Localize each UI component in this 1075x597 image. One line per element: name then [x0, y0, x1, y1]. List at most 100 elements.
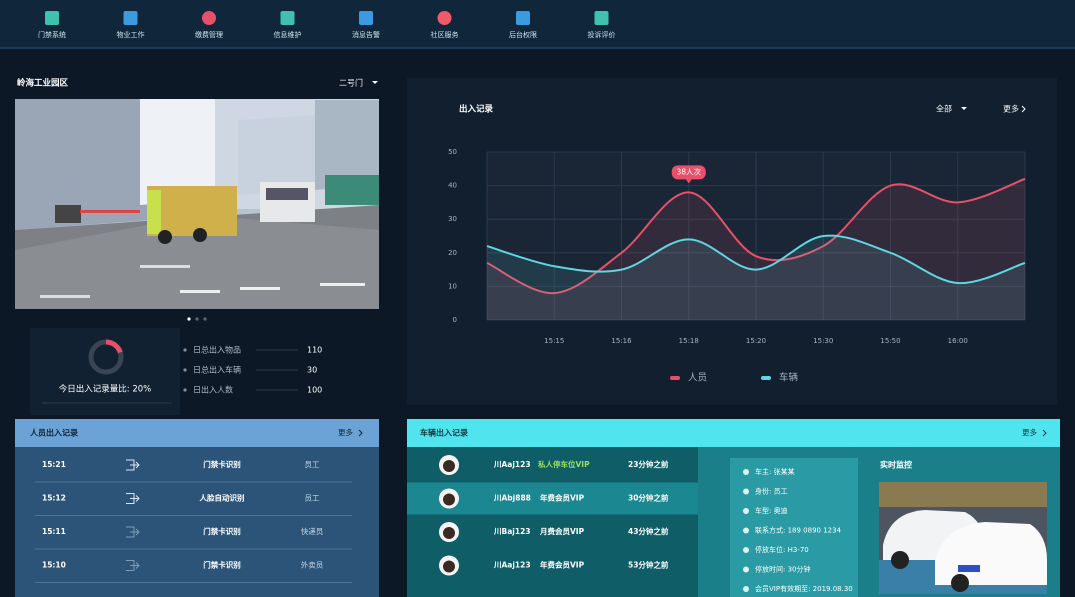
camera-image [15, 99, 379, 309]
detail-line: 会员VIP有效期至: 2019.08.30 [755, 584, 853, 593]
vehicle-detail-card [730, 458, 858, 597]
avatar-face [443, 527, 455, 539]
row-time: 15:11 [42, 527, 66, 536]
x-tick-label: 15:15 [544, 337, 564, 345]
dropdown-arrow[interactable] [961, 107, 967, 110]
row-method: 门禁卡识别 [203, 526, 241, 536]
gate-select[interactable]: 二号门 [339, 78, 363, 88]
row-time: 15:21 [42, 460, 66, 469]
y-tick-label: 40 [448, 182, 457, 190]
nav-icon[interactable] [516, 11, 530, 25]
direction-icon [126, 493, 140, 504]
more-arrow[interactable] [358, 429, 363, 437]
legend-swatch [761, 376, 771, 380]
avatar-face [443, 493, 455, 506]
carousel-dot[interactable] [203, 317, 207, 321]
nav-item[interactable]: 门禁系统 [38, 30, 66, 39]
panel-more[interactable]: 更多 [338, 427, 353, 437]
row-role: 员工 [305, 494, 320, 503]
carousel-dot[interactable] [187, 317, 191, 321]
nav-item[interactable]: 信息维护 [274, 30, 302, 39]
vehicle-type: 月费会员VIP [539, 526, 585, 536]
vehicle-plate: 川Baj123 [493, 527, 531, 536]
y-tick-label: 50 [448, 148, 457, 156]
detail-line: 停放车位: H3-70 [755, 545, 809, 554]
panel-more[interactable]: 更多 [1022, 427, 1038, 437]
nav-icon[interactable] [359, 11, 373, 25]
chart-more[interactable]: 更多 [1003, 104, 1019, 114]
x-tick-label: 15:30 [813, 337, 833, 345]
vehicle-time: 53分钟之前 [628, 560, 669, 570]
row-time: 15:12 [42, 494, 66, 503]
stat-value: 110 [307, 346, 322, 355]
nav-item[interactable]: 消息告警 [352, 30, 380, 39]
nav-icon[interactable] [594, 11, 609, 25]
vehicle-plate: 川Aaj123 [493, 460, 531, 469]
vehicle-time: 23分钟之前 [628, 459, 669, 469]
nav-icon[interactable] [280, 11, 295, 25]
vehicle-plate: 川Aaj123 [493, 561, 531, 570]
row-method: 门禁卡识别 [203, 459, 241, 469]
series-area [487, 235, 1025, 320]
stat-label: 日总出入车辆 [193, 365, 241, 375]
panel-title: 人员出入记录 [30, 428, 78, 438]
people-panel [15, 419, 379, 597]
nav-item[interactable]: 投诉评价 [588, 30, 616, 39]
carousel-dot[interactable] [195, 317, 199, 321]
series-line [486, 234, 1026, 285]
chart-filter[interactable]: 全部 [936, 104, 952, 114]
vehicle-type: 年费会员VIP [540, 493, 585, 503]
vehicle-plate: 川Abj888 [493, 494, 531, 503]
stat-label: 日总出入物品 [193, 345, 241, 355]
y-tick-label: 0 [453, 316, 457, 324]
nav-bar [0, 0, 1075, 48]
legend-label: 车辆 [779, 372, 799, 384]
y-tick-label: 30 [448, 215, 457, 223]
x-tick-label: 16:00 [948, 337, 968, 345]
annotation-pointer [685, 179, 692, 184]
row-method: 门禁卡识别 [203, 560, 241, 570]
stat-dot [183, 368, 187, 372]
dropdown-arrow[interactable] [372, 81, 378, 84]
detail-icon [743, 586, 749, 592]
x-tick-label: 15:50 [880, 337, 900, 345]
nav-icon[interactable] [123, 11, 138, 25]
stat-dot [183, 348, 187, 352]
chart-title: 出入记录 [459, 104, 494, 115]
stat-value: 100 [307, 386, 322, 395]
legend-swatch [670, 376, 680, 380]
direction-icon [126, 459, 140, 471]
detail-line: 联系方式: 189 0890 1234 [755, 526, 842, 535]
nav-icon[interactable] [45, 11, 59, 25]
vehicle-time: 43分钟之前 [628, 526, 669, 536]
nav-item[interactable]: 物业工作 [117, 30, 145, 39]
panel-title: 车辆出入记录 [420, 428, 468, 438]
legend-label: 人员 [688, 373, 707, 384]
monitor-image [879, 482, 1047, 594]
x-tick-label: 15:18 [679, 337, 699, 345]
x-tick-label: 15:20 [746, 337, 766, 345]
more-arrow[interactable] [1021, 105, 1026, 113]
vehicle-type: 年费会员VIP [540, 560, 585, 570]
x-tick-label: 15:16 [611, 337, 632, 345]
ratio-label: 今日出入记录量比: 20% [59, 384, 151, 395]
nav-icon[interactable] [437, 11, 452, 25]
detail-icon [743, 566, 749, 573]
nav-item[interactable]: 社区服务 [431, 30, 459, 39]
more-arrow[interactable] [1042, 429, 1047, 437]
detail-line: 身份: 员工 [755, 487, 788, 496]
annotation: 38人次 [676, 166, 701, 176]
nav-item[interactable]: 缴费管理 [195, 30, 223, 39]
row-method: 人脸自动识别 [200, 493, 245, 503]
nav-border [0, 47, 1075, 49]
nav-item[interactable]: 后台权限 [509, 30, 537, 39]
avatar-face [443, 560, 455, 573]
nav-icon[interactable] [202, 11, 216, 25]
detail-icon [743, 527, 749, 534]
row-role: 快递员 [301, 526, 324, 536]
vehicle-type: 私人停车位VIP [537, 459, 590, 469]
detail-icon [743, 488, 749, 495]
detail-icon [743, 547, 749, 553]
